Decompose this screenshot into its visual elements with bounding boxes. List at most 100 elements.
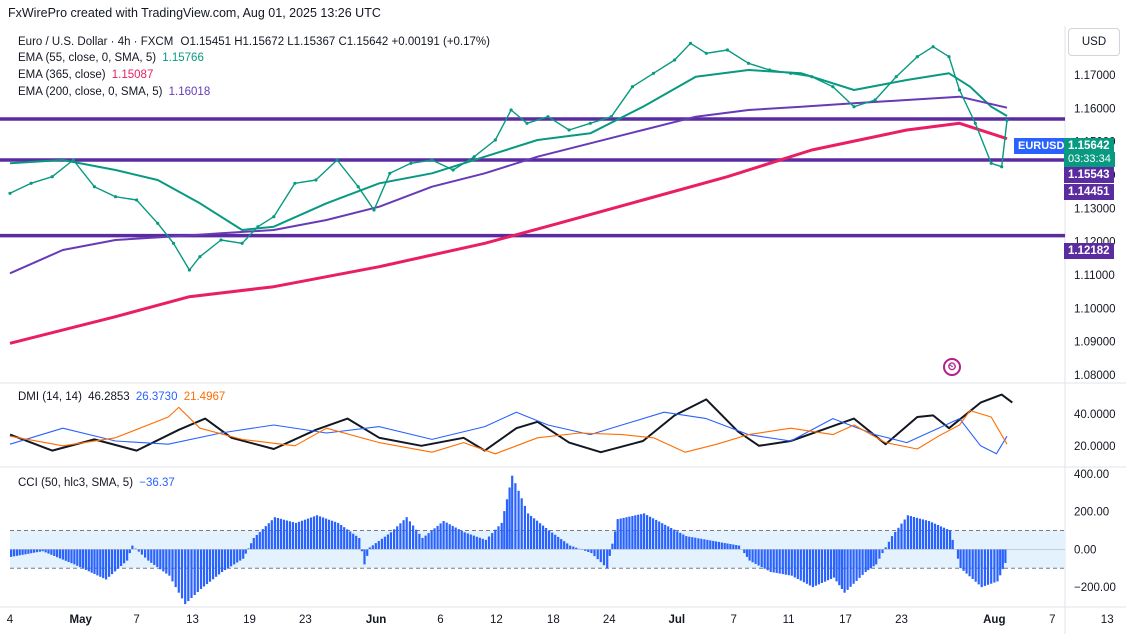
cci-bar [520, 498, 523, 550]
cci-bar [199, 549, 203, 589]
cci-bar [427, 533, 430, 550]
cci-bar [887, 541, 890, 550]
cci-bar [530, 515, 533, 550]
cci-bar [643, 513, 646, 550]
y-tick-label: 1.13000 [1074, 203, 1116, 215]
alert-clock-icon[interactable]: ⏲ [943, 358, 961, 376]
currency-button[interactable]: USD [1068, 28, 1120, 56]
ema200-legend: EMA (200, close, 0, SMA, 5) 1.16018 [18, 86, 210, 98]
cci-bar [936, 525, 940, 550]
cci-bar [939, 526, 943, 550]
cci-bar [396, 526, 399, 550]
y-tick-label: 1.10000 [1074, 303, 1116, 315]
cci-bar [73, 549, 76, 565]
cci-bar [105, 549, 108, 580]
cci-bar [587, 549, 590, 552]
cci-bar [900, 523, 903, 550]
price-point [430, 158, 434, 162]
cci-bar [945, 529, 949, 550]
cci-label: CCI (50, hlc3, SMA, 5) [18, 477, 134, 489]
cci-bar [814, 549, 817, 586]
price-point [272, 215, 276, 219]
cci-bar [460, 530, 463, 550]
price-point [947, 55, 951, 59]
cci-bar [760, 549, 763, 568]
cci-bar [688, 536, 691, 550]
cci-bar [255, 535, 258, 550]
cci-bar [487, 536, 491, 550]
dmi-line [9, 411, 1008, 455]
price-point [810, 75, 814, 79]
cci-bar [475, 536, 478, 550]
cci-bar [349, 531, 352, 550]
cci-bar [322, 517, 325, 550]
y-tick-label: 1.11000 [1074, 270, 1115, 282]
ema200-value: 1.16018 [168, 86, 211, 98]
cci-bar [126, 549, 129, 561]
x-tick-label: Jun [366, 614, 386, 626]
price-point [931, 45, 935, 49]
cci-bar [743, 549, 746, 554]
price-point [1000, 165, 1004, 169]
price-point [92, 185, 96, 189]
cci-bar [363, 549, 366, 565]
cci-bar [569, 545, 572, 550]
x-tick-label: 13 [186, 614, 199, 626]
cci-bar [117, 549, 120, 569]
cci-bar [703, 539, 706, 550]
cci-bar [494, 529, 497, 550]
cci-bar [999, 549, 1002, 576]
price-point [388, 171, 392, 175]
cci-bar [523, 505, 526, 550]
cci-bar [343, 527, 346, 550]
cci-bar [646, 515, 649, 550]
cci-bar [634, 515, 637, 550]
cci-bar [99, 549, 102, 577]
cci-bar [951, 539, 954, 550]
cci-bar [1004, 549, 1007, 563]
price-point [314, 178, 318, 182]
cci-bar [402, 520, 405, 550]
cci-bar [76, 549, 79, 566]
cci-bar [81, 549, 85, 569]
cci-bar [832, 549, 836, 578]
price-point [989, 161, 993, 165]
cci-bar [784, 549, 787, 575]
cci-bar [325, 518, 328, 550]
cci-bar [881, 549, 884, 554]
cci-bar [389, 532, 392, 550]
x-tick-label: 18 [547, 614, 560, 626]
price-point [768, 68, 772, 72]
cci-bar [949, 530, 952, 550]
cci-bar [930, 522, 934, 550]
cci-bar [717, 541, 720, 550]
cci-bar [282, 519, 285, 550]
cci-bar [202, 549, 206, 587]
level-label-3: 1.12182 [1064, 243, 1114, 259]
cci-bar [267, 523, 270, 550]
cci-bar [933, 523, 937, 550]
price-point [113, 195, 118, 199]
cci-bar [193, 549, 196, 595]
cci-bar [772, 549, 775, 573]
cci-bar [921, 519, 924, 550]
cci-bar [670, 528, 673, 550]
cci-bar [445, 522, 448, 550]
y-tick-label: −200.00 [1074, 582, 1116, 594]
cci-bar [439, 523, 442, 550]
cci-bar [796, 549, 799, 579]
cci-bar [508, 487, 511, 550]
cci-bar [802, 549, 805, 583]
cci-bar [436, 525, 439, 550]
price-point [894, 75, 898, 79]
cci-bar [21, 549, 24, 555]
cci-bar [640, 514, 643, 550]
dmi-line [9, 406, 1008, 455]
cci-bar [968, 549, 971, 577]
dmi-legend: DMI (14, 14) 46.2853 26.3730 21.4967 [18, 391, 225, 403]
cci-bar [466, 533, 469, 550]
cci-bar [47, 549, 50, 554]
price-point [704, 51, 708, 55]
cci-bar [111, 549, 114, 575]
